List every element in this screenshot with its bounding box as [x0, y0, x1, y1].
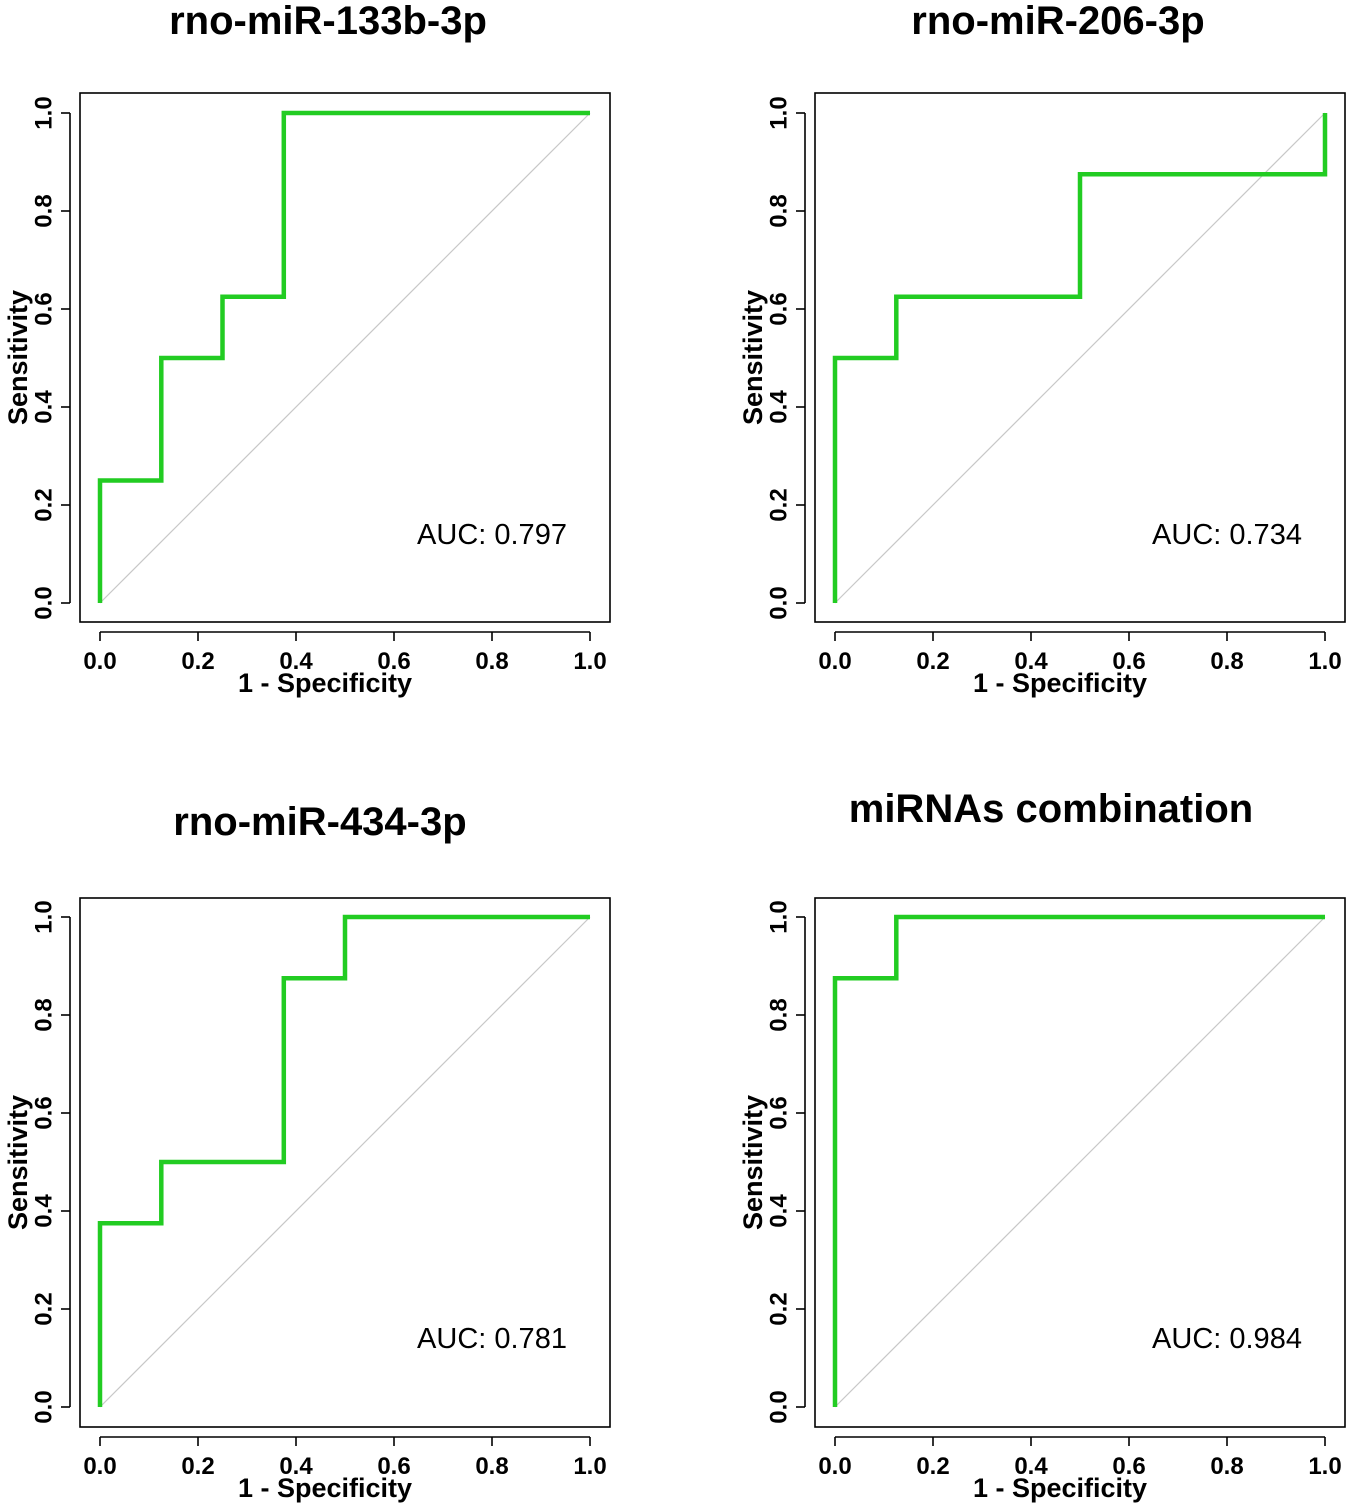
auc-annotation: AUC: 0.797 [417, 519, 567, 551]
roc-curve [832, 914, 1325, 1407]
y-tick-label: 1.0 [31, 900, 58, 933]
y-tick-label: 0.6 [766, 292, 793, 325]
x-tick-label: 0.8 [1210, 1453, 1243, 1480]
y-tick-label: 0.2 [766, 1292, 793, 1325]
x-tick-label: 0.0 [83, 648, 116, 675]
x-axis-label: 1 - Specificity [238, 1473, 412, 1503]
y-tick-label: 0.6 [766, 1096, 793, 1129]
y-tick-label: 0.2 [31, 488, 58, 521]
auc-annotation: AUC: 0.781 [417, 1323, 567, 1355]
x-tick-label: 0.4 [279, 1453, 313, 1480]
x-tick-label: 1.0 [1308, 1453, 1341, 1480]
x-tick-label: 0.6 [1112, 648, 1145, 675]
y-axis-label: Sensitivity [738, 1095, 768, 1230]
x-tick-label: 0.4 [1014, 1453, 1048, 1480]
roc-panel-2: rno-miR-206-3p 0.0 0.2 0.4 0.6 0.8 1.0 1 - Spec… [738, 0, 1346, 698]
x-tick-label: 0.2 [181, 648, 214, 675]
roc-panel-1: rno-miR-133b-3p 0.0 0.2 0.4 0.6 0.8 1.0 1 - Spe… [3, 0, 611, 698]
x-tick-label: 0.4 [1014, 648, 1048, 675]
x-tick-label: 0.2 [916, 1453, 949, 1480]
y-tick-label: 0.8 [766, 998, 793, 1031]
roc-curve [97, 914, 590, 1407]
auc-annotation: AUC: 0.984 [1152, 1323, 1302, 1355]
x-tick-label: 0.2 [181, 1453, 214, 1480]
y-tick-label: 0.0 [31, 1390, 58, 1423]
x-tick-label: 0.6 [377, 648, 410, 675]
auc-annotation: AUC: 0.734 [1152, 519, 1302, 551]
chart-title: rno-miR-434-3p [173, 800, 466, 844]
x-tick-label: 1.0 [1308, 648, 1341, 675]
chart-title: miRNAs combination [849, 787, 1253, 831]
y-axis-label: Sensitivity [3, 1095, 33, 1230]
y-tick-label: 0.0 [766, 586, 793, 619]
y-tick-label: 0.0 [31, 586, 58, 619]
reference-diagonal [834, 112, 1326, 604]
y-tick-label: 0.6 [31, 292, 58, 325]
x-tick-label: 0.0 [83, 1453, 116, 1480]
y-tick-label: 1.0 [766, 96, 793, 129]
chart-title: rno-miR-206-3p [911, 0, 1204, 43]
x-tick-label: 0.8 [475, 648, 508, 675]
y-axis-label: Sensitivity [738, 290, 768, 425]
plot-frame [814, 92, 1346, 623]
y-tick-label: 0.8 [766, 194, 793, 227]
y-tick-label: 0.4 [31, 390, 58, 424]
y-tick-label: 0.8 [31, 194, 58, 227]
x-tick-label: 0.6 [377, 1453, 410, 1480]
roc-panel-3: rno-miR-434-3p 0.0 0.2 0.4 0.6 0.8 1.0 1 - Spec… [3, 800, 611, 1503]
plot-frame [814, 897, 1346, 1428]
y-tick-label: 0.8 [31, 998, 58, 1031]
x-tick-label: 0.8 [1210, 648, 1243, 675]
x-tick-label: 0.0 [818, 1453, 851, 1480]
x-tick-label: 0.0 [818, 648, 851, 675]
y-tick-label: 1.0 [766, 900, 793, 933]
reference-diagonal [834, 916, 1326, 1408]
y-axis-label: Sensitivity [3, 290, 33, 425]
reference-diagonal [99, 916, 591, 1408]
x-tick-label: 1.0 [573, 1453, 606, 1480]
y-tick-label: 0.4 [31, 1194, 58, 1228]
x-tick-label: 0.8 [475, 1453, 508, 1480]
x-tick-label: 0.2 [916, 648, 949, 675]
chart-title: rno-miR-133b-3p [169, 0, 487, 43]
roc-panel-4: miRNAs combination 0.0 0.2 0.4 0.6 0.8 1.0 1 - … [738, 787, 1346, 1503]
roc-curve [97, 110, 590, 603]
x-axis-label: 1 - Specificity [973, 1473, 1147, 1503]
plot-frame [79, 92, 611, 623]
y-tick-label: 0.0 [766, 1390, 793, 1423]
reference-diagonal [99, 112, 591, 604]
x-tick-label: 0.4 [279, 648, 313, 675]
x-tick-label: 1.0 [573, 648, 606, 675]
y-tick-label: 0.2 [31, 1292, 58, 1325]
y-tick-label: 1.0 [31, 96, 58, 129]
y-tick-label: 0.6 [31, 1096, 58, 1129]
roc-curve [832, 113, 1328, 603]
plot-frame [79, 897, 611, 1428]
y-tick-label: 0.4 [766, 1194, 793, 1228]
y-tick-label: 0.2 [766, 488, 793, 521]
y-tick-label: 0.4 [766, 390, 793, 424]
x-axis-label: 1 - Specificity [238, 668, 412, 698]
x-tick-label: 0.6 [1112, 1453, 1145, 1480]
x-axis-label: 1 - Specificity [973, 668, 1147, 698]
